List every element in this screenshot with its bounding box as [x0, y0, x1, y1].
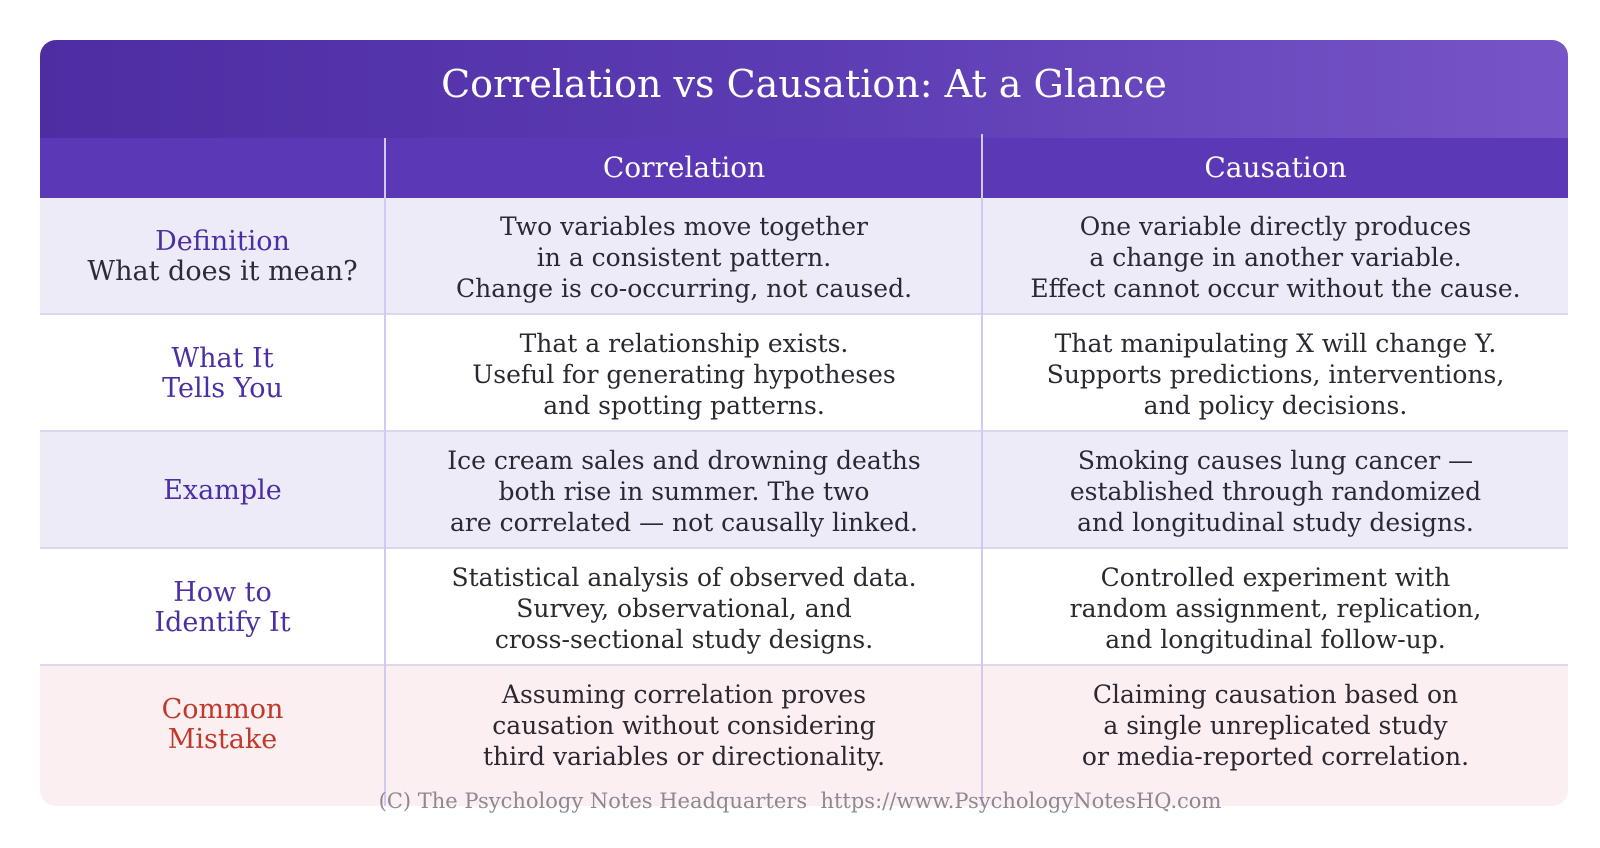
- cell-text-line: One variable directly produces: [1079, 211, 1472, 241]
- row-label: Common: [161, 694, 284, 725]
- cell-text-line: Ice cream sales and drowning deaths: [447, 445, 921, 475]
- cell-text-line: a single unreplicated study: [1103, 710, 1448, 740]
- table-row-how-to-identify: How to Identify It Statistical analysis …: [40, 549, 1568, 667]
- row-label-cell: What It Tells You: [40, 315, 405, 433]
- correlation-cell: Ice cream sales and drowning deaths both…: [386, 432, 982, 550]
- cell-text-line: third variables or directionality.: [482, 741, 886, 771]
- cell-text-line: and longitudinal follow-up.: [1105, 624, 1446, 654]
- cell-text-line: Survey, observational, and: [516, 593, 852, 623]
- row-divider: [40, 313, 1568, 315]
- cell-text-line: both rise in summer. The two: [498, 476, 870, 506]
- column-header-correlation: Correlation: [602, 151, 766, 184]
- cell-text-line: Effect cannot occur without the cause.: [1030, 273, 1521, 303]
- row-label: How to: [173, 577, 272, 608]
- copyright-footer: (C) The Psychology Notes Headquarters ht…: [378, 789, 1222, 813]
- row-sublabel: What does it mean?: [87, 256, 358, 287]
- cell-text-line: Change is co-occurring, not caused.: [455, 273, 913, 303]
- row-label: Tells You: [162, 373, 283, 404]
- page-title: Correlation vs Causation: At a Glance: [441, 62, 1167, 106]
- table-row-common-mistake: Common Mistake Assuming correlation prov…: [40, 666, 1568, 806]
- row-label: Example: [163, 475, 282, 506]
- row-label-cell: Definition What does it mean?: [40, 198, 405, 316]
- title-bar: Correlation vs Causation: At a Glance: [40, 40, 1568, 138]
- cell-text-line: established through randomized: [1069, 476, 1482, 506]
- row-divider: [40, 430, 1568, 432]
- row-label-cell: Common Mistake: [40, 666, 405, 784]
- cell-text-line: cross-sectional study designs.: [494, 624, 874, 654]
- correlation-cell: Two variables move together in a consist…: [386, 198, 982, 316]
- cell-text-line: Smoking causes lung cancer —: [1077, 445, 1474, 475]
- cell-text-line: Claiming causation based on: [1092, 679, 1459, 709]
- cell-text-line: Statistical analysis of observed data.: [451, 562, 917, 592]
- table-row-what-it-tells-you: What It Tells You That a relationship ex…: [40, 315, 1568, 433]
- correlation-cell: Statistical analysis of observed data. S…: [386, 549, 982, 667]
- cell-text-line: are correlated — not causally linked.: [450, 507, 918, 537]
- cell-text-line: That manipulating X will change Y.: [1054, 328, 1497, 358]
- column-divider: [384, 138, 386, 806]
- row-label: What It: [171, 343, 274, 374]
- correlation-cell: That a relationship exists. Useful for g…: [386, 315, 982, 433]
- row-divider: [40, 664, 1568, 666]
- causation-cell: That manipulating X will change Y. Suppo…: [983, 315, 1568, 433]
- causation-cell: Controlled experiment with random assign…: [983, 549, 1568, 667]
- table-row-example: Example Ice cream sales and drowning dea…: [40, 432, 1568, 550]
- cell-text-line: causation without considering: [492, 710, 876, 740]
- cell-text-line: That a relationship exists.: [519, 328, 849, 358]
- causation-cell: Claiming causation based on a single unr…: [983, 666, 1568, 784]
- cell-text-line: Assuming correlation proves: [501, 679, 867, 709]
- cell-text-line: Supports predictions, interventions,: [1046, 359, 1505, 389]
- cell-text-line: a change in another variable.: [1089, 242, 1462, 272]
- cell-text-line: and spotting patterns.: [543, 390, 825, 420]
- correlation-cell: Assuming correlation proves causation wi…: [386, 666, 982, 784]
- row-label-cell: How to Identify It: [40, 549, 405, 667]
- cell-text-line: and policy decisions.: [1143, 390, 1408, 420]
- header-blank: [40, 138, 385, 198]
- row-label: Identify It: [154, 607, 291, 638]
- row-label: Mistake: [167, 724, 278, 755]
- cell-text-line: Useful for generating hypotheses: [472, 359, 896, 389]
- column-header-causation: Causation: [1204, 151, 1347, 184]
- row-divider: [40, 547, 1568, 549]
- row-label-cell: Example: [40, 432, 405, 550]
- causation-cell: Smoking causes lung cancer — established…: [983, 432, 1568, 550]
- cell-text-line: and longitudinal study designs.: [1077, 507, 1474, 537]
- causation-cell: One variable directly produces a change …: [983, 198, 1568, 316]
- table-row-definition: Definition What does it mean? Two variab…: [40, 198, 1568, 316]
- row-label: Definition: [155, 226, 290, 257]
- cell-text-line: in a consistent pattern.: [536, 242, 832, 272]
- cell-text-line: Controlled experiment with: [1100, 562, 1451, 592]
- cell-text-line: random assignment, replication,: [1069, 593, 1482, 623]
- column-divider: [981, 134, 983, 806]
- comparison-card: Correlation vs Causation: At a Glance Co…: [40, 40, 1568, 806]
- cell-text-line: or media-reported correlation.: [1081, 741, 1470, 771]
- cell-text-line: Two variables move together: [499, 211, 869, 241]
- table-header-row: Correlation Causation: [40, 138, 1568, 198]
